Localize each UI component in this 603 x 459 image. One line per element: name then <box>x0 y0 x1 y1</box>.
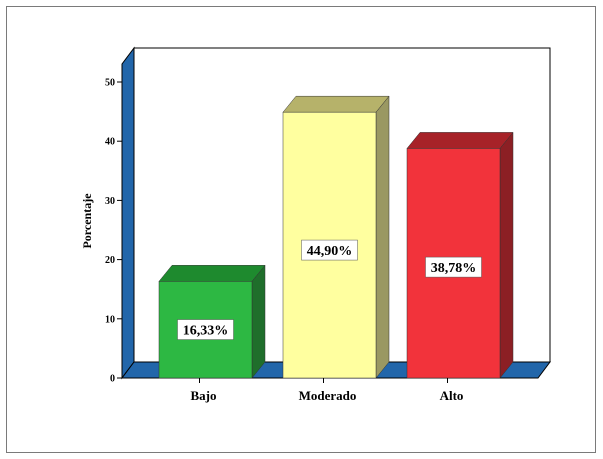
data-label-text: 16,33% <box>183 324 229 339</box>
data-label-box <box>301 239 358 261</box>
y-tick-label: 50 <box>105 78 115 89</box>
bar-bajo: 16,33% <box>158 264 266 379</box>
bar-top <box>406 132 514 149</box>
data-label: 16,33% <box>177 319 234 340</box>
data-label-text: 38,78% <box>431 261 477 276</box>
y-tick-label: 40 <box>105 137 115 148</box>
left-wall <box>121 46 135 380</box>
bar-moderado: 44,90% <box>282 95 390 379</box>
bar-side <box>375 95 390 379</box>
y-tick-label: 30 <box>105 196 115 207</box>
bar-alto: 38,78% <box>406 131 514 379</box>
data-label-box <box>425 256 482 278</box>
x-tick-label: Moderado <box>299 388 357 403</box>
data-label-box <box>177 319 234 340</box>
y-tick-label: 0 <box>110 374 115 385</box>
x-tick-label: Bajo <box>191 388 217 403</box>
bar-side <box>499 131 514 379</box>
bar-top <box>158 265 266 282</box>
y-tick-label: 10 <box>105 314 115 325</box>
bar-top <box>282 95 390 113</box>
y-tick-label: 20 <box>105 255 115 266</box>
y-axis-title: Porcentaje <box>80 193 94 249</box>
x-tick-label: Alto <box>440 388 464 403</box>
data-label-text: 44,90% <box>307 244 353 259</box>
data-label: 38,78% <box>425 256 482 278</box>
bar-side <box>251 264 266 379</box>
data-label: 44,90% <box>301 239 358 261</box>
